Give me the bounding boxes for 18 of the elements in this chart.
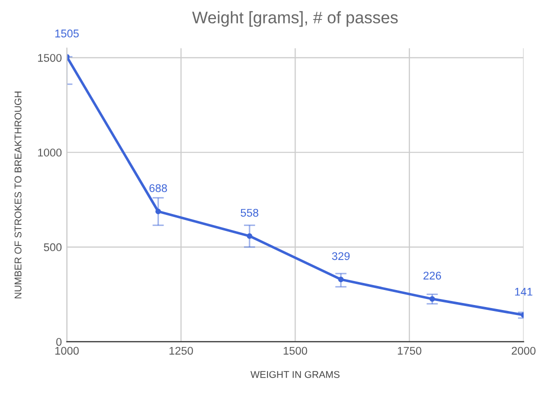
data-label: 688 (149, 184, 167, 192)
data-label: 329 (332, 252, 350, 260)
x-tick-label: 1500 (284, 346, 308, 355)
data-label: 141 (515, 288, 532, 296)
x-axis-title: WEIGHT IN GRAMS (250, 371, 340, 378)
x-tick-label: 1750 (398, 346, 422, 355)
data-label: 558 (240, 208, 258, 217)
x-tick-label: 2000 (512, 346, 536, 355)
x-tick-label: 1250 (170, 346, 193, 355)
chart-title: Weight [grams], # of passes (192, 11, 398, 27)
y-tick-label: 500 (44, 243, 62, 252)
y-tick-label: 1500 (38, 54, 62, 62)
y-tick-label: 1000 (38, 148, 62, 157)
y-tick-label: 0 (56, 338, 62, 346)
data-label: 226 (424, 272, 442, 280)
y-axis-title: NUMBER OF STROKES TO BREAKTHROUGH (14, 92, 22, 298)
data-label: 1505 (55, 30, 79, 38)
x-tick-label: 1000 (55, 346, 79, 355)
